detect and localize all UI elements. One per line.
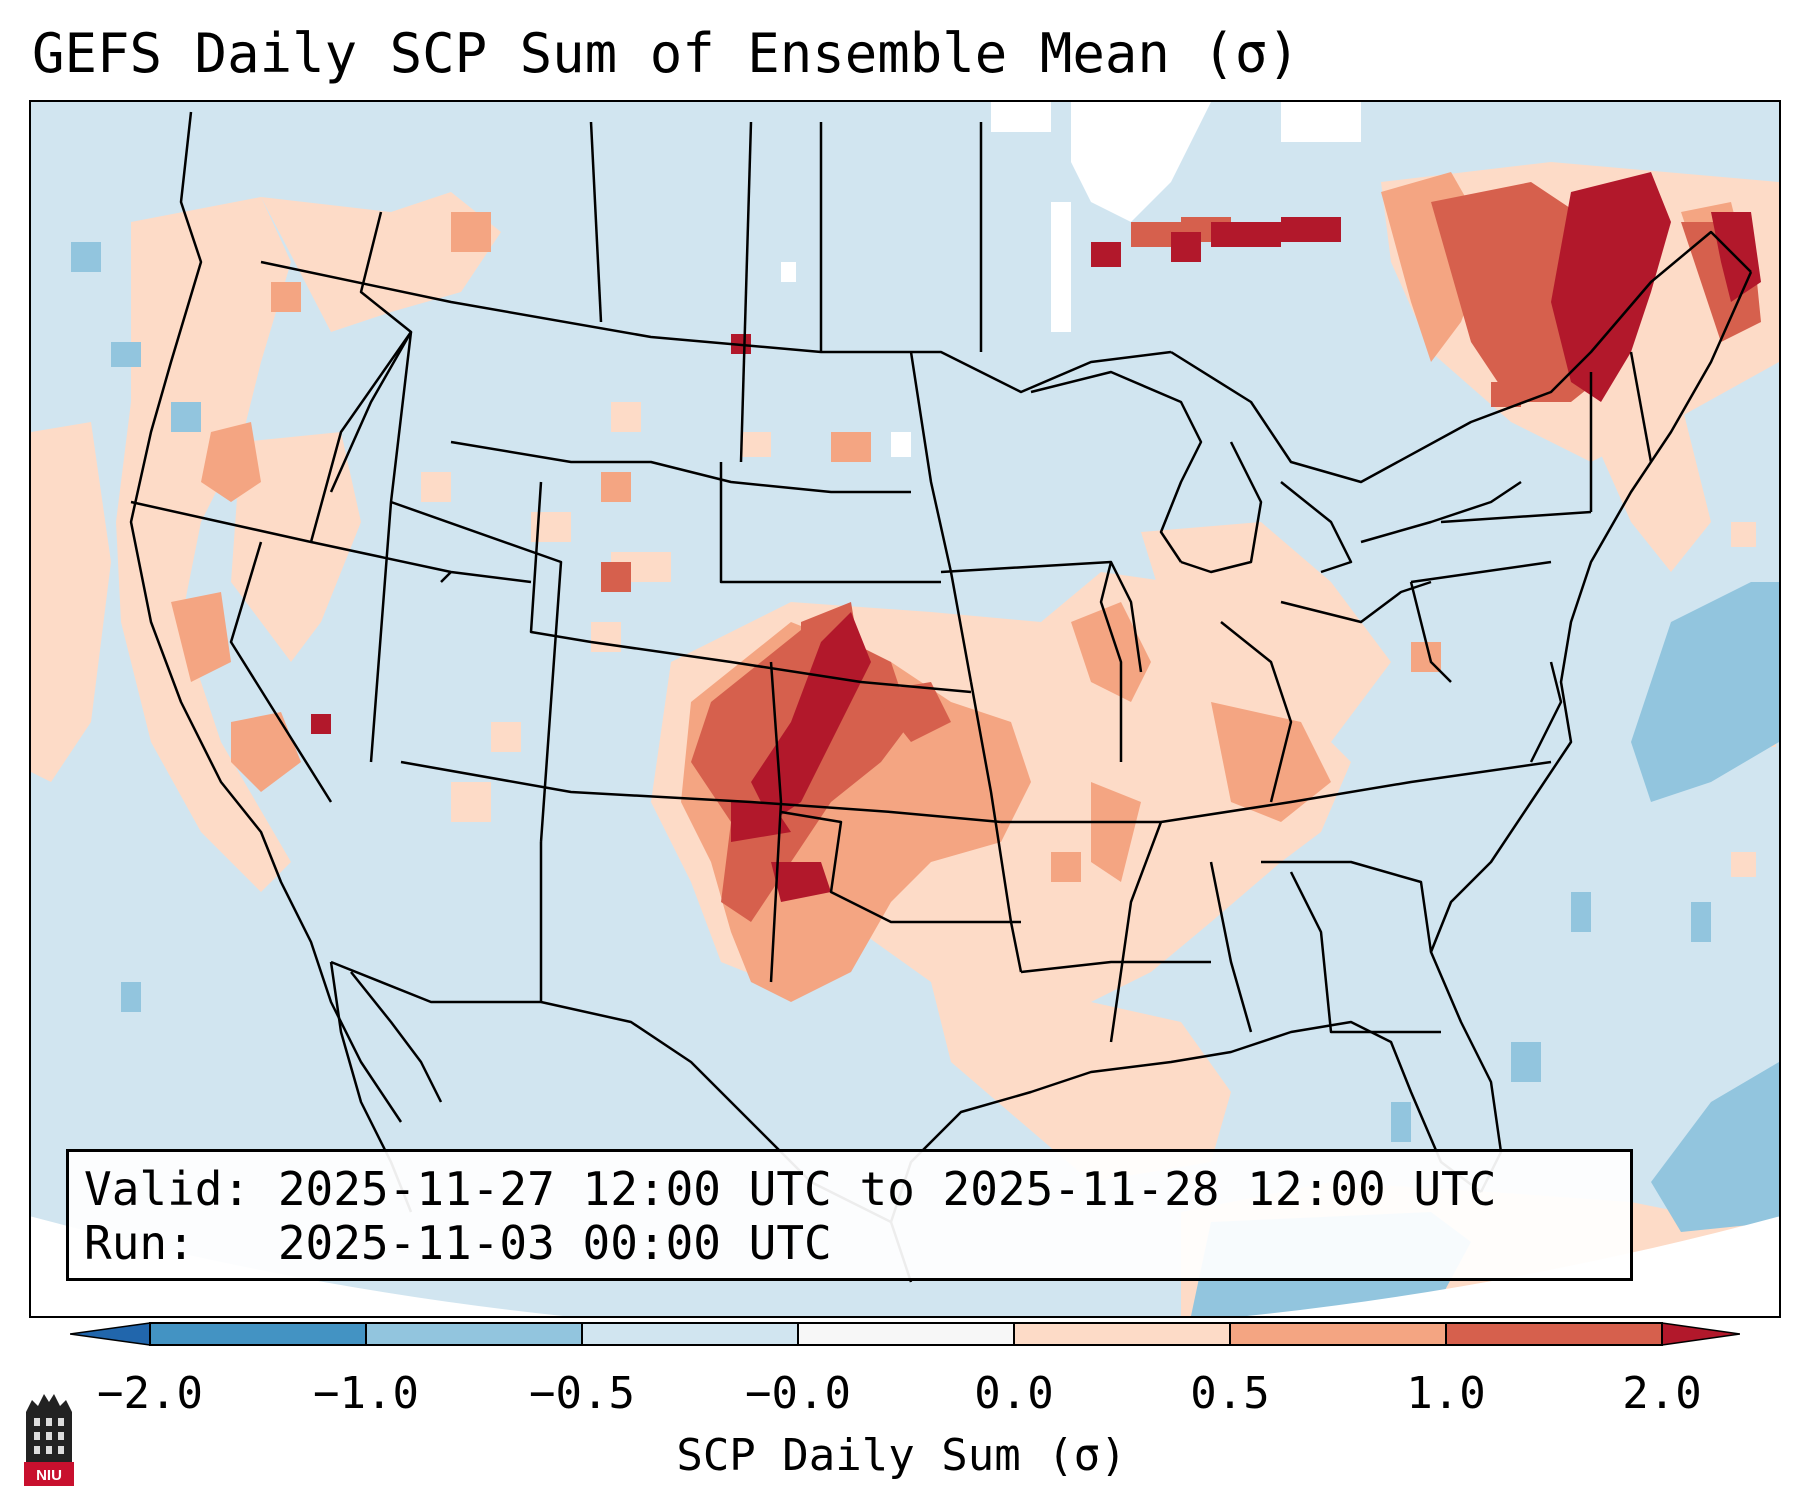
colorbar-bin-5 bbox=[1014, 1323, 1230, 1345]
colorbar-tick-label: 1.0 bbox=[1406, 1368, 1486, 1419]
colorbar-tick-label: −0.0 bbox=[745, 1368, 851, 1419]
colorbar-tick-label: −2.0 bbox=[97, 1368, 203, 1419]
colorbar-extend-low bbox=[70, 1322, 151, 1346]
anomaly-near-zero-white bbox=[781, 102, 1361, 457]
map-boundaries bbox=[129, 111, 1753, 1283]
colorbar-extend-high bbox=[1661, 1322, 1740, 1346]
colorbar-label: SCP Daily Sum (σ) bbox=[676, 1430, 1127, 1481]
colorbar-tick-label: −1.0 bbox=[313, 1368, 419, 1419]
logo-text: NIU bbox=[36, 1467, 62, 1484]
colorbar-bin-3 bbox=[582, 1323, 798, 1345]
run-time-text: Run: 2025-11-03 00:00 UTC bbox=[84, 1216, 832, 1270]
map-canvas bbox=[31, 102, 1779, 1316]
anomaly-light-blue bbox=[71, 242, 1779, 1316]
figure-title: GEFS Daily SCP Sum of Ensemble Mean (σ) bbox=[32, 22, 1300, 85]
colorbar bbox=[70, 1322, 1740, 1346]
colorbar-tick-label: 0.5 bbox=[1190, 1368, 1270, 1419]
niu-logo-icon: NIU bbox=[24, 1394, 74, 1486]
colorbar-tick-label: −0.5 bbox=[529, 1368, 635, 1419]
colorbar-bin-6 bbox=[1230, 1323, 1446, 1345]
valid-time-text: Valid: 2025-11-27 12:00 UTC to 2025-11-2… bbox=[84, 1162, 1497, 1216]
map-panel bbox=[29, 100, 1781, 1318]
colorbar-bin-1 bbox=[150, 1323, 366, 1345]
colorbar-bin-2 bbox=[366, 1323, 582, 1345]
colorbar-tick-label: 0.0 bbox=[974, 1368, 1054, 1419]
colorbar-bin-7 bbox=[1446, 1323, 1662, 1345]
valid-run-info-box: Valid: 2025-11-27 12:00 UTC to 2025-11-2… bbox=[66, 1149, 1633, 1281]
colorbar-tick-label: 2.0 bbox=[1622, 1368, 1702, 1419]
colorbar-bin-4 bbox=[798, 1323, 1014, 1345]
